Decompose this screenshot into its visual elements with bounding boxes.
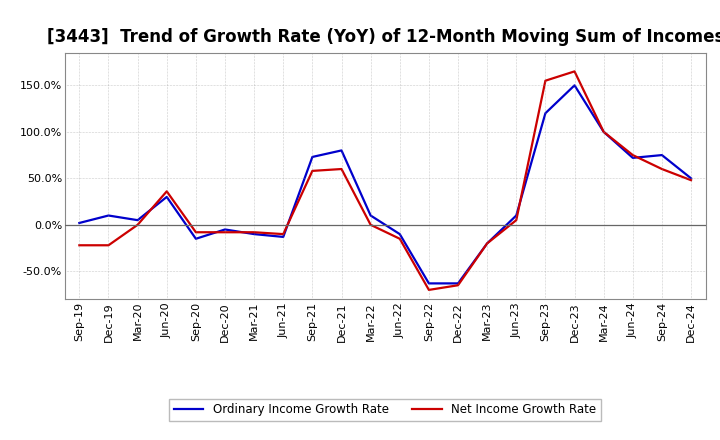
- Ordinary Income Growth Rate: [163, 194, 171, 200]
- Net Income Growth Rate: [75, 242, 84, 248]
- Ordinary Income Growth Rate: [308, 154, 317, 160]
- Net Income Growth Rate: [192, 230, 200, 235]
- Net Income Growth Rate: [687, 178, 696, 183]
- Net Income Growth Rate: [483, 241, 492, 246]
- Ordinary Income Growth Rate: [279, 234, 287, 239]
- Ordinary Income Growth Rate: [425, 281, 433, 286]
- Ordinary Income Growth Rate: [687, 176, 696, 181]
- Net Income Growth Rate: [454, 282, 462, 288]
- Net Income Growth Rate: [279, 231, 287, 237]
- Ordinary Income Growth Rate: [75, 220, 84, 226]
- Ordinary Income Growth Rate: [454, 281, 462, 286]
- Net Income Growth Rate: [366, 222, 375, 227]
- Ordinary Income Growth Rate: [220, 227, 229, 232]
- Net Income Growth Rate: [425, 287, 433, 293]
- Net Income Growth Rate: [250, 230, 258, 235]
- Ordinary Income Growth Rate: [104, 213, 113, 218]
- Ordinary Income Growth Rate: [250, 231, 258, 237]
- Ordinary Income Growth Rate: [541, 110, 550, 116]
- Line: Ordinary Income Growth Rate: Ordinary Income Growth Rate: [79, 85, 691, 283]
- Net Income Growth Rate: [512, 217, 521, 223]
- Net Income Growth Rate: [395, 236, 404, 242]
- Line: Net Income Growth Rate: Net Income Growth Rate: [79, 71, 691, 290]
- Net Income Growth Rate: [220, 230, 229, 235]
- Ordinary Income Growth Rate: [512, 213, 521, 218]
- Net Income Growth Rate: [308, 168, 317, 173]
- Net Income Growth Rate: [570, 69, 579, 74]
- Net Income Growth Rate: [541, 78, 550, 83]
- Title: [3443]  Trend of Growth Rate (YoY) of 12-Month Moving Sum of Incomes: [3443] Trend of Growth Rate (YoY) of 12-…: [47, 28, 720, 46]
- Ordinary Income Growth Rate: [192, 236, 200, 242]
- Net Income Growth Rate: [104, 242, 113, 248]
- Net Income Growth Rate: [133, 222, 142, 227]
- Ordinary Income Growth Rate: [570, 83, 579, 88]
- Ordinary Income Growth Rate: [366, 213, 375, 218]
- Ordinary Income Growth Rate: [657, 152, 666, 158]
- Ordinary Income Growth Rate: [337, 148, 346, 153]
- Net Income Growth Rate: [657, 166, 666, 172]
- Net Income Growth Rate: [337, 166, 346, 172]
- Ordinary Income Growth Rate: [395, 231, 404, 237]
- Ordinary Income Growth Rate: [629, 155, 637, 161]
- Ordinary Income Growth Rate: [483, 241, 492, 246]
- Net Income Growth Rate: [163, 189, 171, 194]
- Legend: Ordinary Income Growth Rate, Net Income Growth Rate: Ordinary Income Growth Rate, Net Income …: [169, 399, 601, 421]
- Net Income Growth Rate: [629, 152, 637, 158]
- Ordinary Income Growth Rate: [599, 129, 608, 135]
- Net Income Growth Rate: [599, 129, 608, 135]
- Ordinary Income Growth Rate: [133, 217, 142, 223]
